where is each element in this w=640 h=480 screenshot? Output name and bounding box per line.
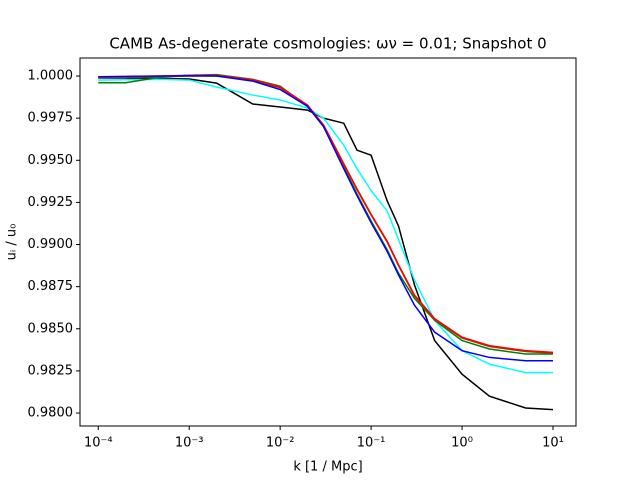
x-tick-label: 10⁰ xyxy=(451,436,473,451)
x-tick-label: 10⁻² xyxy=(266,436,295,451)
x-axis-label: k [1 / Mpc] xyxy=(293,460,362,475)
y-tick-label: 0.9900 xyxy=(28,237,74,252)
y-axis-label: uᵢ / u₀ xyxy=(5,224,20,261)
x-tick-label: 10¹ xyxy=(542,436,564,451)
x-tick-label: 10⁻³ xyxy=(175,436,204,451)
series-line xyxy=(98,74,553,362)
y-tick-label: 0.9975 xyxy=(28,111,74,126)
y-tick-label: 0.9800 xyxy=(28,406,74,421)
x-tick-label: 10⁻¹ xyxy=(357,436,386,451)
x-tick-label: 10⁻⁴ xyxy=(84,436,113,451)
series-line xyxy=(98,77,554,411)
y-tick-label: 0.9875 xyxy=(28,279,74,294)
y-tick-label: 0.9825 xyxy=(28,363,74,378)
y-tick-label: 1.0000 xyxy=(28,69,74,84)
chart-title: CAMB As-degenerate cosmologies: ων = 0.0… xyxy=(109,35,546,53)
y-tick-label: 0.9850 xyxy=(28,321,74,336)
y-tick-label: 0.9950 xyxy=(28,153,74,168)
y-tick-label: 0.9925 xyxy=(28,195,74,210)
plot-frame xyxy=(79,57,577,427)
series-line xyxy=(98,78,553,374)
